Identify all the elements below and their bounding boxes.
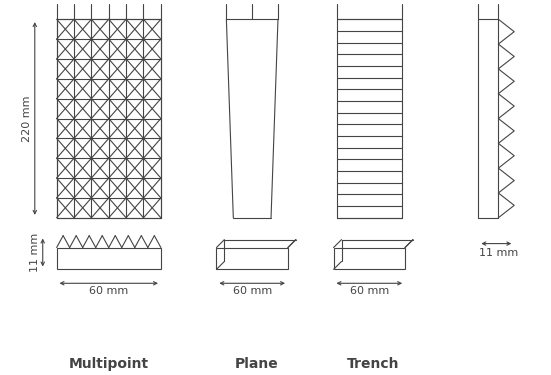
Bar [57, 248, 161, 269]
Bar [57, 19, 161, 218]
Bar [333, 248, 405, 269]
Text: 60 mm: 60 mm [233, 286, 272, 296]
Text: Multipoint: Multipoint [69, 357, 149, 370]
Text: Plane: Plane [234, 357, 278, 370]
Text: Trench: Trench [347, 357, 399, 370]
Text: 11 mm: 11 mm [479, 248, 518, 258]
Text: 11 mm: 11 mm [30, 233, 40, 272]
Bar [217, 248, 288, 269]
Text: 60 mm: 60 mm [89, 286, 128, 296]
Text: 220 mm: 220 mm [22, 95, 32, 142]
Bar [337, 19, 402, 218]
Text: 60 mm: 60 mm [350, 286, 389, 296]
